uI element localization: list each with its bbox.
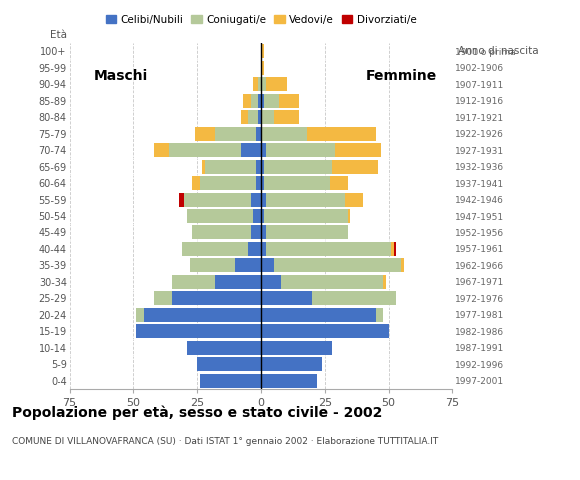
Bar	[261, 192, 266, 206]
Bar	[144, 308, 261, 322]
Bar	[172, 291, 261, 305]
Bar	[261, 61, 263, 75]
Bar	[190, 258, 235, 272]
Bar	[261, 77, 266, 91]
Bar	[241, 110, 248, 124]
Bar	[235, 258, 261, 272]
Bar	[279, 94, 299, 108]
Bar	[394, 242, 396, 256]
Bar	[261, 226, 266, 240]
Bar	[263, 94, 279, 108]
Bar	[261, 341, 332, 355]
Bar	[251, 94, 259, 108]
Bar	[195, 127, 215, 141]
Text: Età: Età	[50, 30, 67, 40]
Bar	[266, 77, 287, 91]
Bar	[243, 94, 251, 108]
Bar	[261, 275, 281, 289]
Bar	[253, 77, 259, 91]
Text: Femmine: Femmine	[366, 69, 437, 83]
Bar	[281, 275, 383, 289]
Bar	[345, 192, 363, 206]
Bar	[266, 143, 335, 157]
Legend: Celibi/Nubili, Coniugati/e, Vedovi/e, Divorziati/e: Celibi/Nubili, Coniugati/e, Vedovi/e, Di…	[102, 11, 420, 29]
Text: Anno di nascita: Anno di nascita	[458, 46, 539, 56]
Bar	[251, 192, 261, 206]
Bar	[200, 176, 256, 190]
Bar	[261, 324, 389, 338]
Bar	[274, 258, 401, 272]
Bar	[261, 127, 307, 141]
Bar	[253, 209, 261, 223]
Bar	[332, 160, 378, 174]
Bar	[348, 209, 350, 223]
Bar	[215, 275, 261, 289]
Bar	[261, 357, 322, 371]
Bar	[261, 258, 274, 272]
Bar	[187, 341, 261, 355]
Bar	[200, 373, 261, 387]
Bar	[391, 242, 394, 256]
Bar	[136, 308, 144, 322]
Bar	[335, 143, 381, 157]
Bar	[248, 242, 261, 256]
Text: Popolazione per età, sesso e stato civile - 2002: Popolazione per età, sesso e stato civil…	[12, 406, 382, 420]
Bar	[261, 209, 263, 223]
Bar	[182, 242, 248, 256]
Bar	[307, 127, 376, 141]
Bar	[251, 226, 261, 240]
Bar	[259, 110, 261, 124]
Bar	[136, 324, 261, 338]
Bar	[261, 291, 312, 305]
Bar	[256, 176, 261, 190]
Bar	[154, 291, 172, 305]
Bar	[256, 127, 261, 141]
Bar	[154, 143, 169, 157]
Bar	[261, 160, 263, 174]
Bar	[401, 258, 404, 272]
Bar	[263, 160, 332, 174]
Bar	[266, 192, 345, 206]
Bar	[192, 226, 251, 240]
Bar	[261, 242, 266, 256]
Bar	[263, 176, 330, 190]
Bar	[263, 209, 348, 223]
Bar	[261, 176, 263, 190]
Bar	[172, 275, 215, 289]
Bar	[261, 373, 317, 387]
Bar	[376, 308, 383, 322]
Bar	[266, 226, 348, 240]
Bar	[215, 127, 256, 141]
Bar	[261, 143, 266, 157]
Bar	[179, 192, 184, 206]
Text: COMUNE DI VILLANOVAFRANCA (SU) · Dati ISTAT 1° gennaio 2002 · Elaborazione TUTTI: COMUNE DI VILLANOVAFRANCA (SU) · Dati IS…	[12, 437, 438, 446]
Bar	[205, 160, 256, 174]
Bar	[256, 160, 261, 174]
Bar	[259, 94, 261, 108]
Bar	[202, 160, 205, 174]
Bar	[261, 94, 263, 108]
Bar	[330, 176, 348, 190]
Bar	[197, 357, 261, 371]
Bar	[312, 291, 396, 305]
Bar	[274, 110, 299, 124]
Bar	[187, 209, 253, 223]
Bar	[192, 176, 200, 190]
Bar	[241, 143, 261, 157]
Text: Maschi: Maschi	[93, 69, 148, 83]
Bar	[169, 143, 241, 157]
Bar	[383, 275, 386, 289]
Bar	[259, 77, 261, 91]
Bar	[266, 242, 391, 256]
Bar	[261, 110, 274, 124]
Bar	[261, 308, 376, 322]
Bar	[261, 45, 263, 59]
Bar	[184, 192, 251, 206]
Bar	[248, 110, 259, 124]
